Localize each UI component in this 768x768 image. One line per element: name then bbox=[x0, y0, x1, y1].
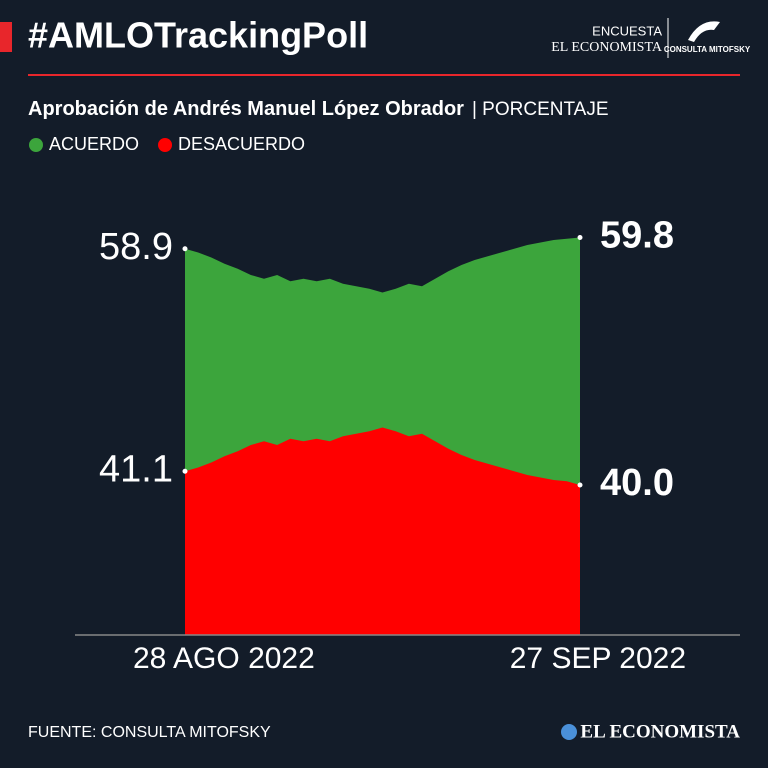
accent bbox=[0, 22, 12, 52]
plot: 58.9 59.8 41.1 40.0 28 AGO 2022 27 SEP 2022 bbox=[75, 215, 740, 675]
brand: EL ECONOMISTA bbox=[551, 40, 663, 55]
end-dot bbox=[182, 246, 188, 252]
area bbox=[185, 427, 580, 635]
source: FUENTE: CONSULTA MITOFSKY bbox=[28, 724, 271, 741]
value-label: 58.9 bbox=[99, 226, 173, 268]
end-dot bbox=[577, 482, 583, 488]
title: #AMLOTrackingPoll bbox=[28, 15, 368, 56]
value-label: 40.0 bbox=[600, 462, 674, 504]
x-tick-label: 27 SEP 2022 bbox=[510, 642, 686, 675]
survey: ENCUESTA bbox=[592, 23, 662, 38]
value-label: 41.1 bbox=[99, 448, 173, 490]
x-tick-label: 28 AGO 2022 bbox=[133, 642, 315, 675]
chart-title: Aprobación de Andrés Manuel López Obrado… bbox=[28, 98, 609, 120]
unit: | PORCENTAJE bbox=[472, 99, 609, 120]
legend: ACUERDO DESACUERDO bbox=[29, 134, 305, 154]
partner: CONSULTA MITOFSKY bbox=[664, 45, 751, 54]
subtitle: Aprobación de Andrés Manuel López Obrado… bbox=[28, 98, 464, 120]
value-label: 59.8 bbox=[600, 215, 674, 257]
footer-logo: EL ECONOMISTA bbox=[580, 721, 740, 742]
legend-label: ACUERDO bbox=[49, 134, 139, 154]
legend-swatch bbox=[29, 138, 43, 152]
end-dot bbox=[577, 235, 583, 240]
legend-swatch bbox=[158, 138, 173, 152]
partner-logo bbox=[688, 21, 720, 42]
end-dot bbox=[182, 468, 188, 474]
legend-label: DESACUERDO bbox=[178, 134, 305, 154]
logo-icon bbox=[561, 724, 577, 740]
